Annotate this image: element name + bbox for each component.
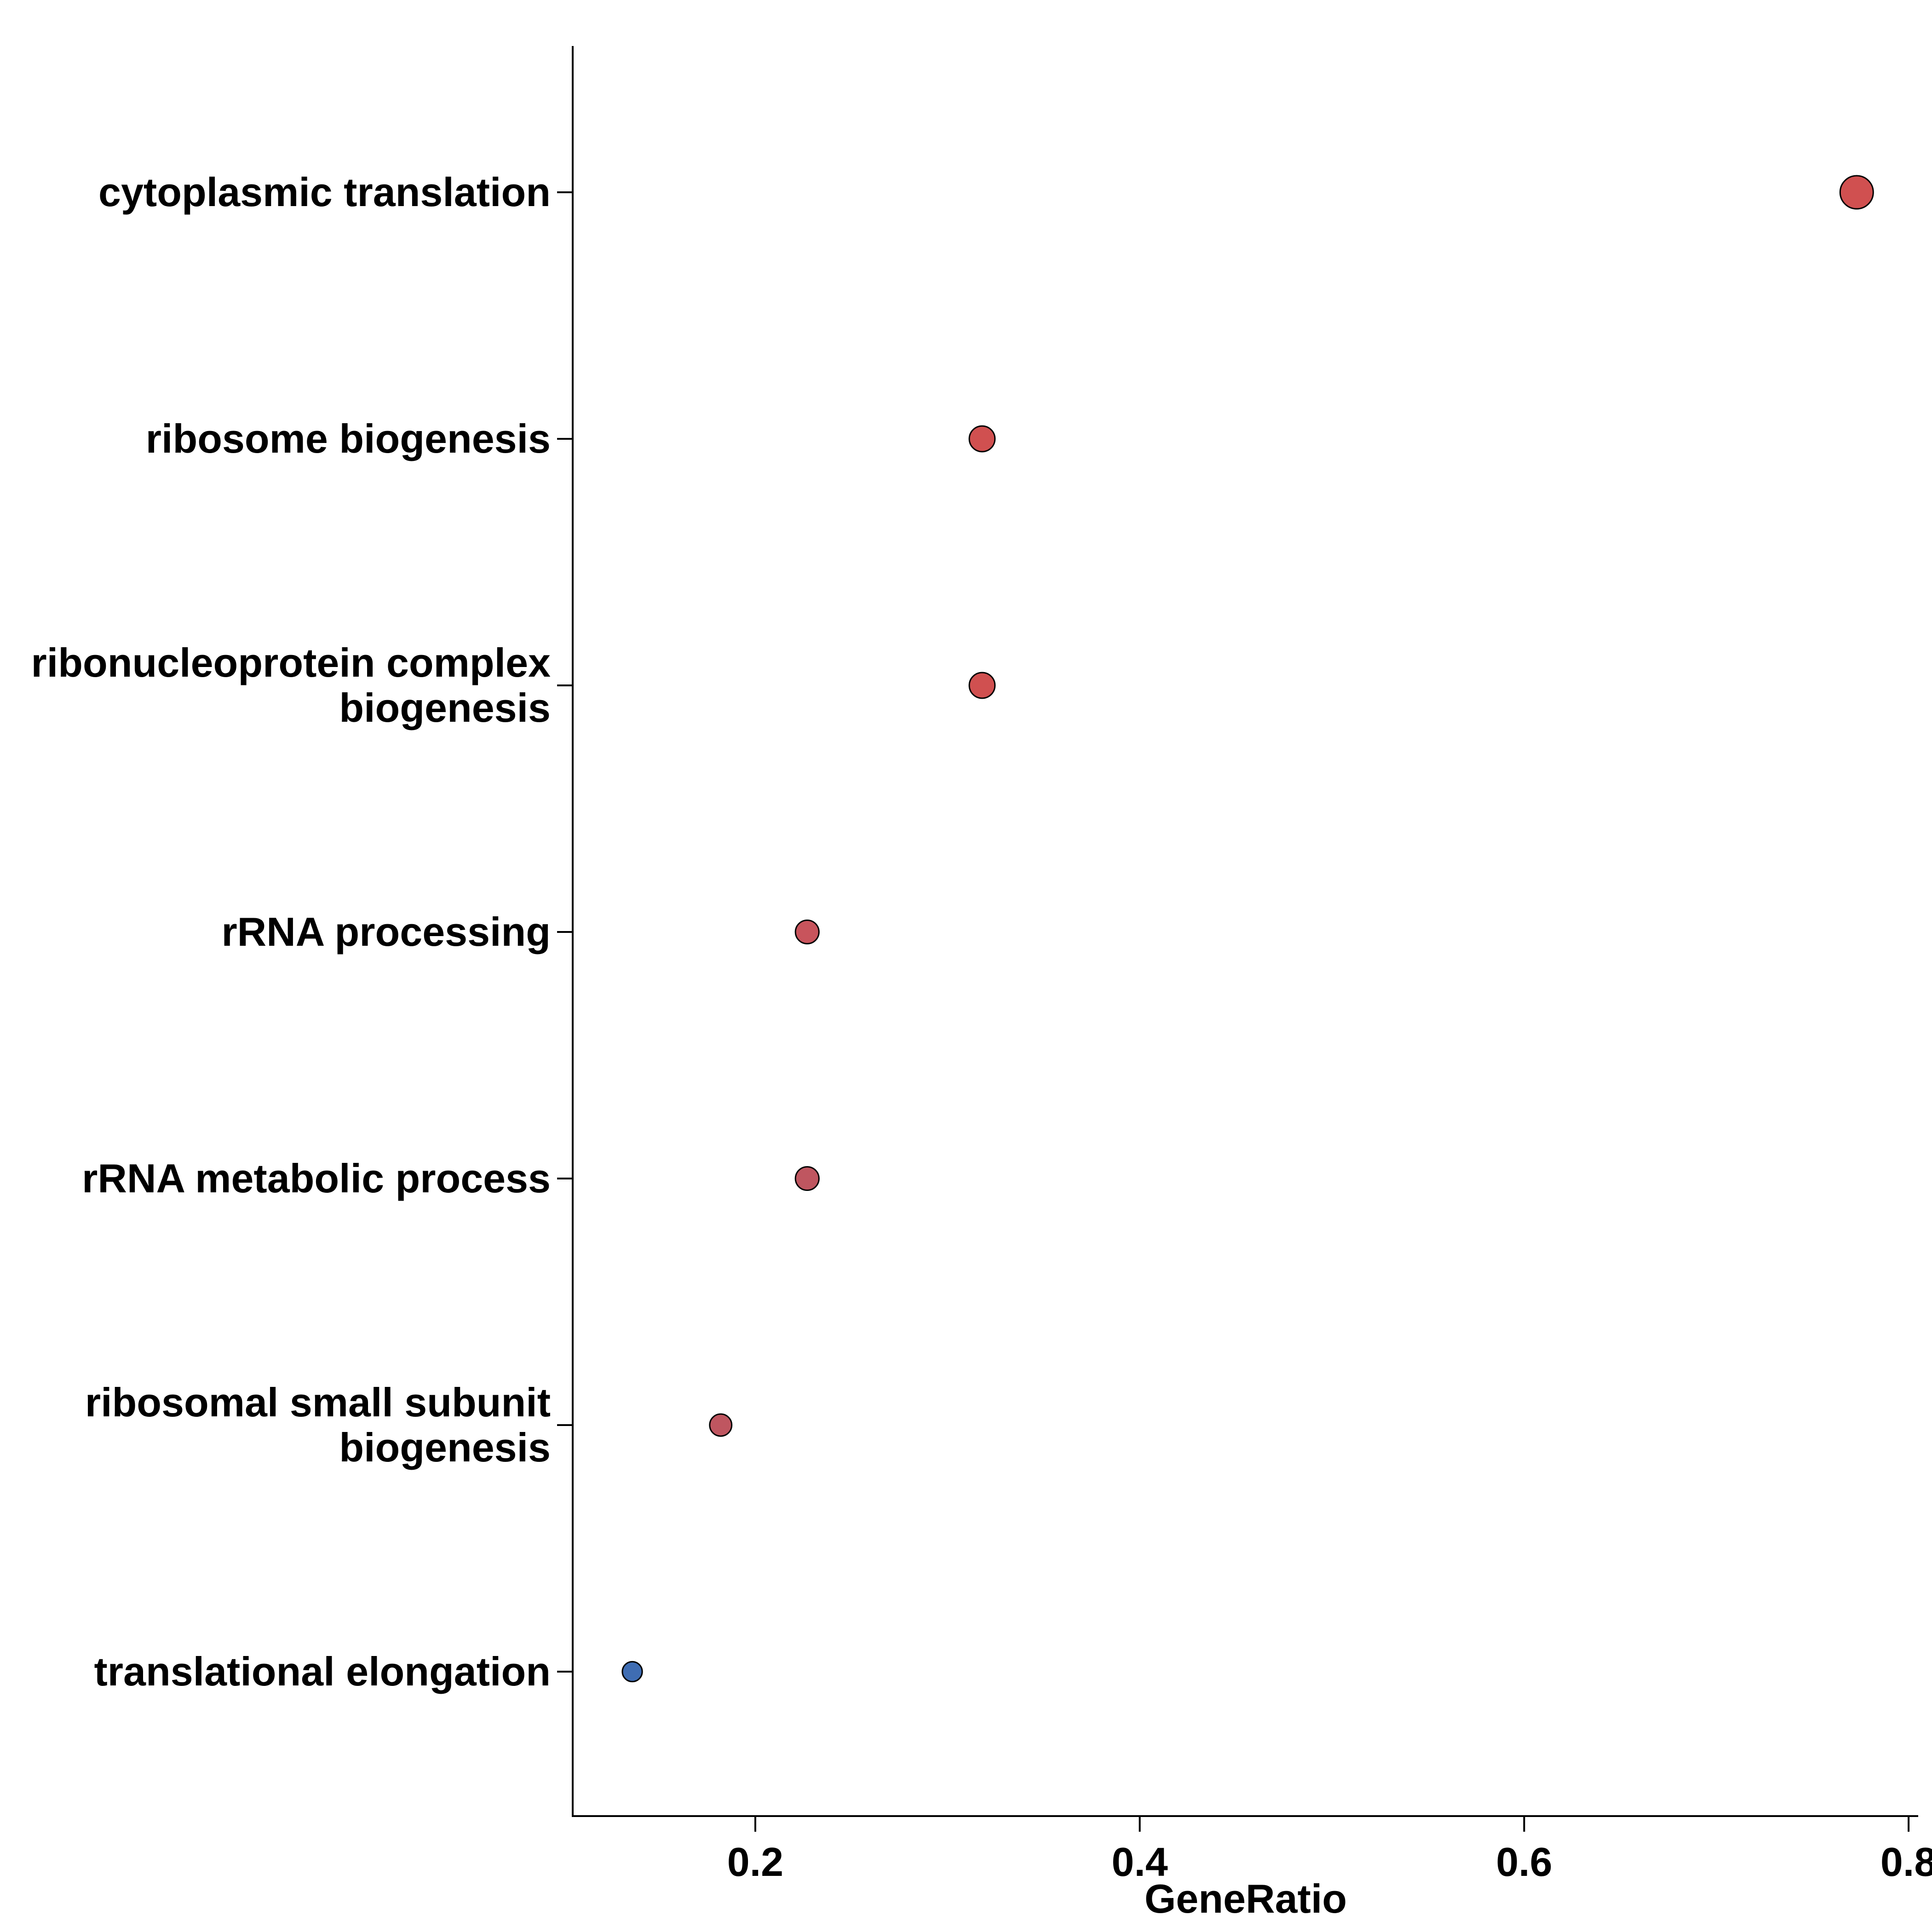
x-ticks: 0.2 0.4 0.6 0.8	[727, 1816, 1932, 1885]
y-tick-label: ribosome biogenesis	[146, 416, 551, 461]
y-tick-label: translational elongation	[94, 1649, 551, 1694]
y-tick-label: biogenesis	[339, 685, 551, 730]
x-tick-label: 0.2	[727, 1839, 783, 1885]
data-point	[968, 425, 996, 453]
y-tick-label: biogenesis	[339, 1425, 551, 1470]
y-tick-label: ribosomal small subunit	[85, 1380, 551, 1425]
y-tick-label: rRNA metabolic process	[82, 1156, 551, 1201]
x-tick-label: 0.6	[1496, 1839, 1552, 1885]
y-tick-label: cytoplasmic translation	[98, 169, 551, 215]
y-tick-label: rRNA processing	[221, 909, 551, 954]
data-point	[794, 1166, 820, 1191]
data-point	[1839, 175, 1874, 210]
y-ticks: cytoplasmic translation ribosome biogenes…	[31, 169, 573, 1694]
x-axis-title: GeneRatio	[1144, 1876, 1347, 1921]
data-point	[968, 672, 996, 699]
y-tick-label: ribonucleoprotein complex	[31, 640, 551, 685]
axes	[572, 46, 1918, 1817]
data-point	[621, 1661, 643, 1683]
data-point	[709, 1413, 733, 1437]
data-point	[794, 919, 820, 945]
x-tick-label: 0.8	[1880, 1839, 1932, 1885]
x-tick-label: 0.4	[1112, 1839, 1168, 1885]
data-points	[621, 175, 1874, 1683]
